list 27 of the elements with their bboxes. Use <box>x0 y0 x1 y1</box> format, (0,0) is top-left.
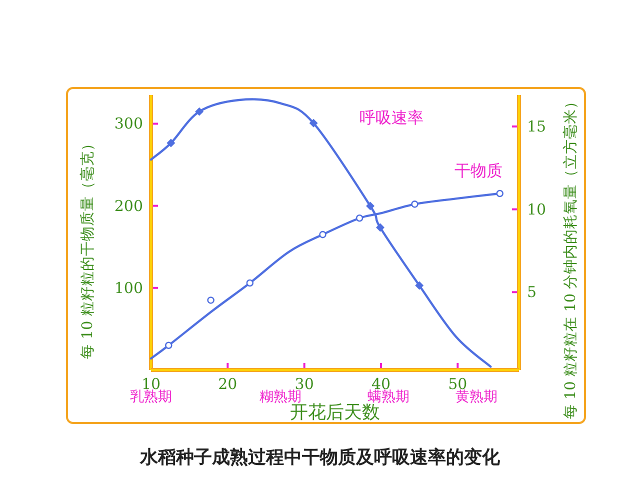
point <box>366 202 375 210</box>
y-tick-label: 300 <box>114 114 143 133</box>
y2-tick-label: 5 <box>527 283 537 302</box>
text: 糊熟期 <box>260 389 302 405</box>
point <box>207 296 214 304</box>
x-tick-label: 20 <box>218 375 238 393</box>
text: 呼吸速率 <box>360 108 424 128</box>
x-axis-title: 开花后天数 <box>290 402 380 423</box>
text: 水稻种子成熟过程中干物质及呼吸速率的变化 <box>139 447 501 468</box>
point <box>195 107 204 116</box>
point <box>319 230 326 238</box>
y-tick-label: 100 <box>114 278 143 297</box>
y-tick-label: 200 <box>114 196 143 215</box>
point <box>356 214 364 222</box>
point <box>166 138 176 148</box>
point <box>496 190 504 198</box>
point <box>246 279 254 287</box>
point <box>376 223 384 232</box>
point <box>309 118 318 128</box>
point <box>415 281 424 290</box>
point <box>411 200 418 208</box>
y2-axis-title: 每 10 粒籽粒在 10 分钟内的耗氧量（立方毫米） <box>562 94 579 420</box>
series-label: 干物质 <box>454 161 503 180</box>
point <box>164 342 172 350</box>
y-axis-title: 每 10 粒籽粒的干物质量（毫克） <box>79 136 96 359</box>
y2-tick-label: 10 <box>527 200 546 218</box>
y2-tick-label: 15 <box>527 117 546 136</box>
